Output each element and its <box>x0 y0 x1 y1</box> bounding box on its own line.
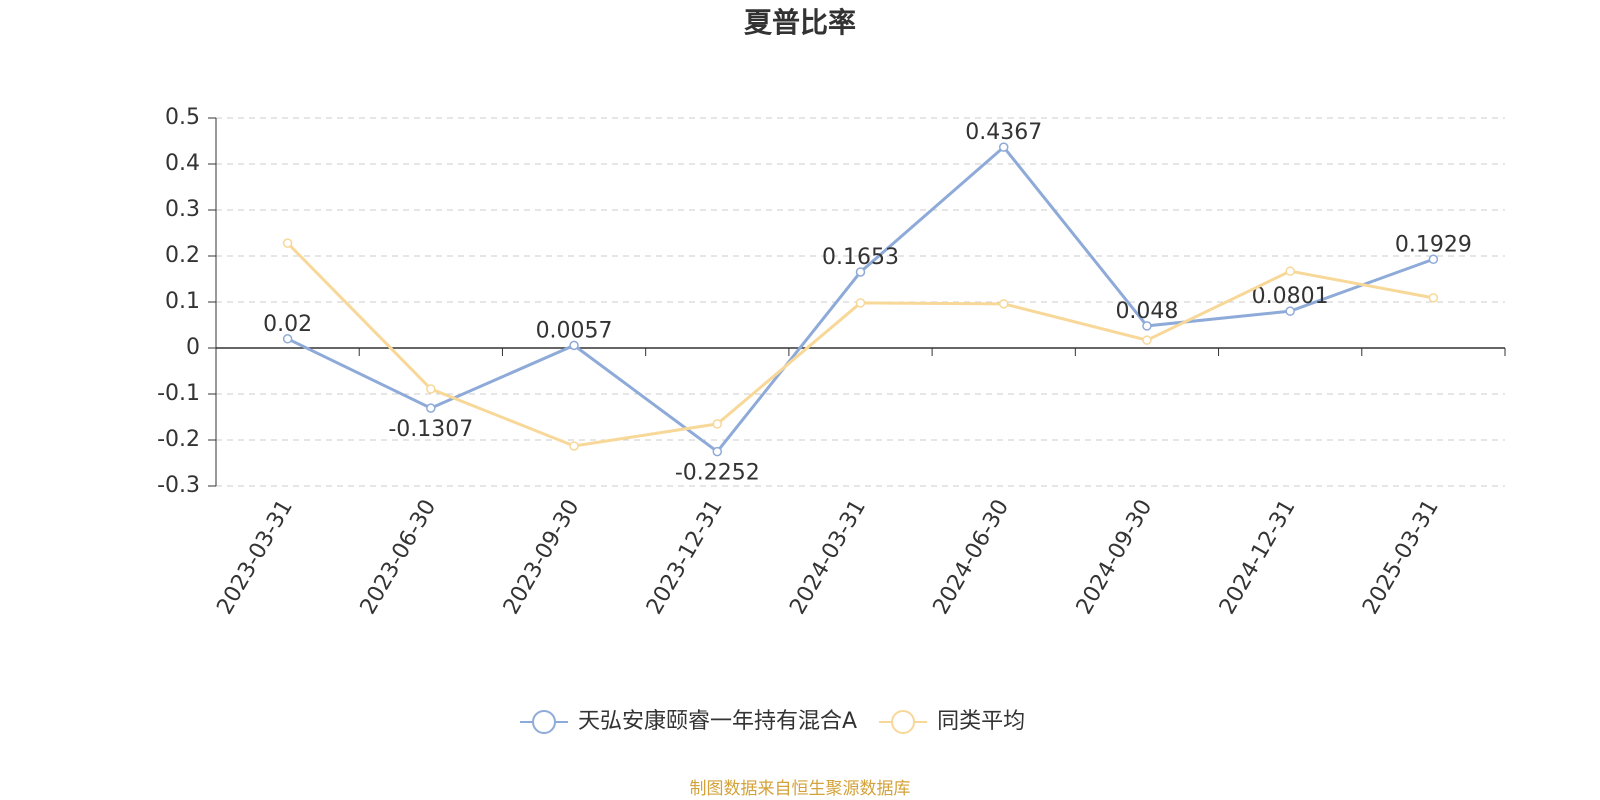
y-tick-label: -0.1 <box>157 381 200 406</box>
legend-item[interactable]: 天弘安康颐睿一年持有混合A <box>520 709 857 734</box>
data-point <box>282 334 293 344</box>
data-label: -0.2252 <box>675 461 760 486</box>
y-tick-label: 0.2 <box>165 243 200 268</box>
data-point <box>426 403 436 413</box>
legend-marker <box>532 710 556 734</box>
x-tick-label: 2023-03-31 <box>212 496 298 619</box>
data-point <box>569 441 579 451</box>
data-point <box>426 384 436 394</box>
legend: 天弘安康颐睿一年持有混合A 同类平均 <box>520 709 1025 734</box>
data-point <box>998 142 1009 152</box>
legend-item[interactable]: 同类平均 <box>879 709 1025 734</box>
y-tick-label: 0 <box>186 335 200 360</box>
data-label: 0.1653 <box>822 245 899 270</box>
legend-label: 同类平均 <box>937 709 1025 734</box>
data-point <box>855 298 866 308</box>
y-tick-label: 0.5 <box>165 105 200 130</box>
source-note: 制图数据来自恒生聚源数据库 <box>690 779 911 799</box>
data-point <box>712 446 723 457</box>
x-tick-label: 2024-06-30 <box>929 495 1015 618</box>
y-tick-label: -0.2 <box>157 427 200 452</box>
chart-title: 夏普比率 <box>744 6 856 39</box>
x-tick-label: 2024-09-30 <box>1072 496 1158 619</box>
data-point <box>855 267 866 277</box>
x-tick-label: 2024-12-31 <box>1215 496 1301 619</box>
y-tick-label: 0.1 <box>165 289 200 314</box>
data-label: 0.0057 <box>536 318 613 343</box>
x-tick-label: 2025-03-31 <box>1358 496 1444 619</box>
data-point <box>569 340 579 351</box>
y-tick-label: -0.3 <box>157 473 200 498</box>
x-tick-label: 2023-06-30 <box>356 496 442 619</box>
data-point <box>1428 254 1439 265</box>
x-tick-label: 2023-12-31 <box>642 496 728 619</box>
data-point <box>1285 266 1295 276</box>
data-label: 0.0801 <box>1252 284 1329 309</box>
legend-marker <box>891 710 916 734</box>
data-label: 0.02 <box>263 312 312 337</box>
data-label: 0.048 <box>1115 299 1178 324</box>
x-tick-label: 2024-03-31 <box>785 496 871 619</box>
data-point <box>1142 335 1152 345</box>
x-tick-label: 2023-09-30 <box>499 496 585 619</box>
data-point <box>1285 306 1295 316</box>
data-label: 0.1929 <box>1395 232 1472 257</box>
data-point <box>1142 321 1152 331</box>
data-label: 0.4367 <box>965 120 1042 145</box>
data-point <box>998 299 1009 309</box>
data-label: -0.1307 <box>388 417 473 442</box>
legend-label: 天弘安康颐睿一年持有混合A <box>578 709 857 734</box>
data-point <box>712 419 723 429</box>
y-tick-label: 0.3 <box>165 197 200 222</box>
data-point <box>1428 293 1439 303</box>
y-tick-label: 0.4 <box>165 151 200 176</box>
data-point <box>282 238 293 248</box>
